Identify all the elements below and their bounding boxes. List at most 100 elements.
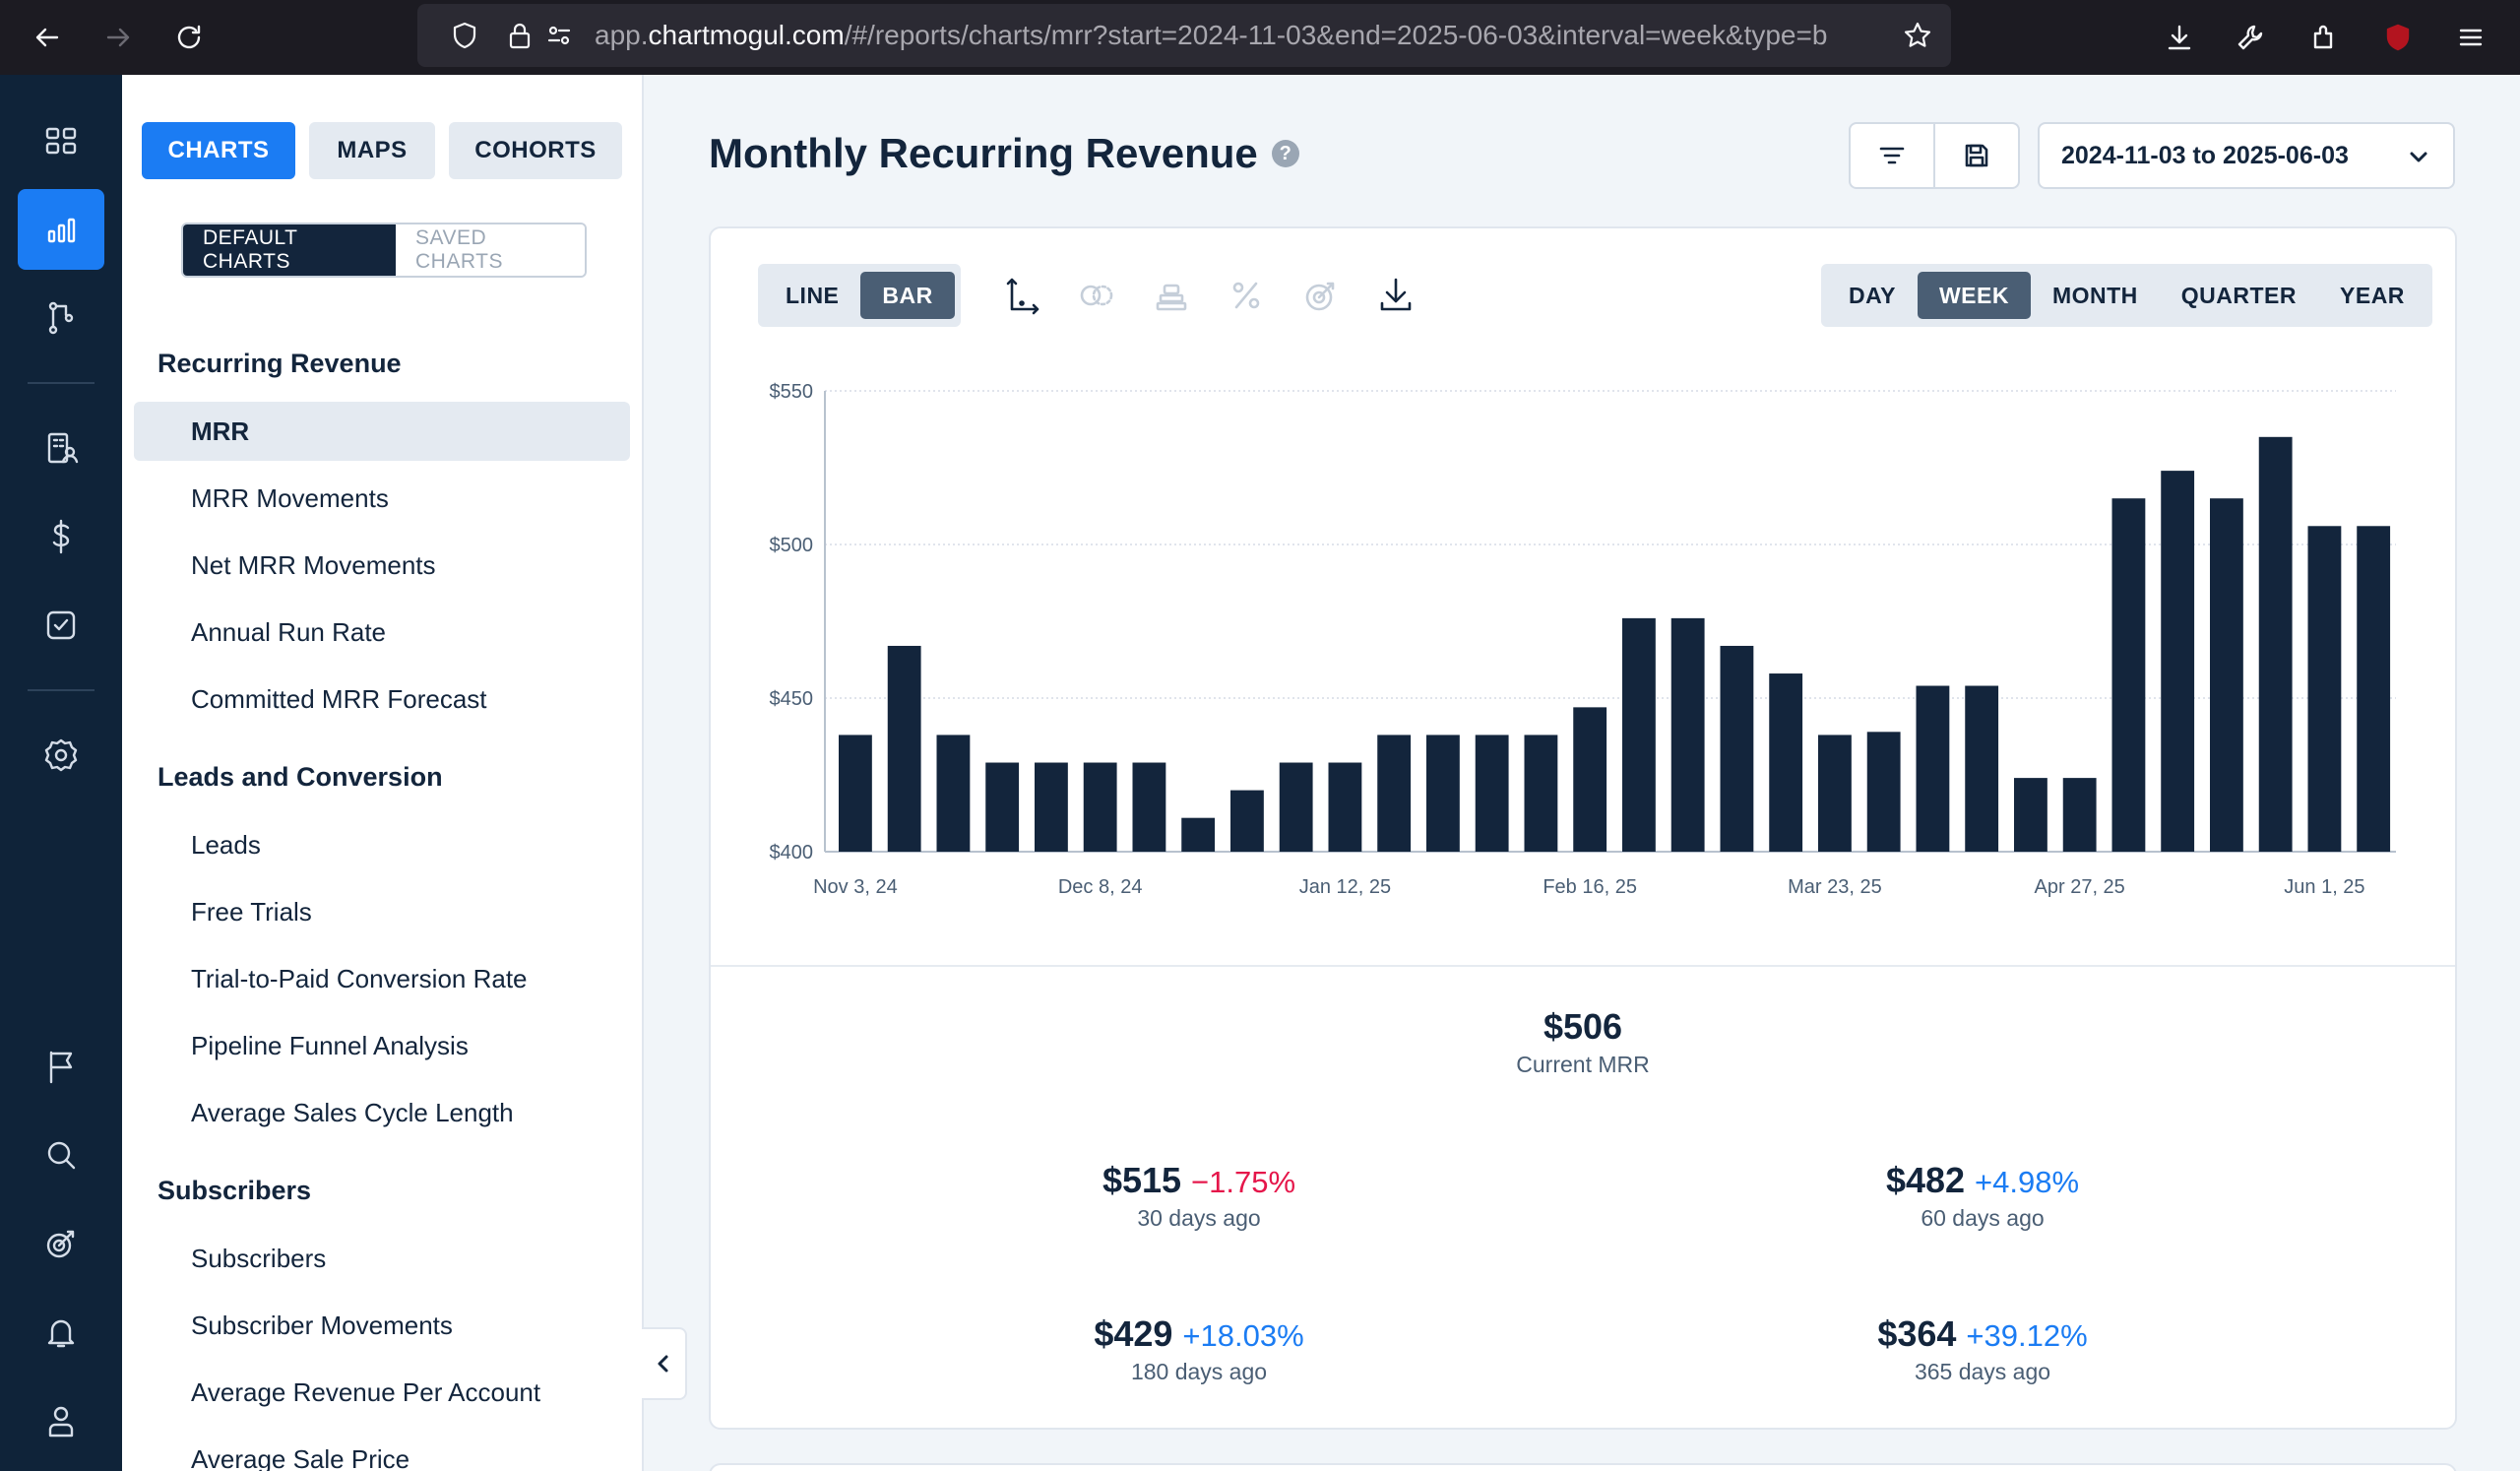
interval-quarter[interactable]: QUARTER [2180, 282, 2298, 308]
tab-cohorts[interactable]: COHORTS [449, 122, 622, 179]
saved-charts-button[interactable]: SAVED CHARTS [396, 224, 585, 276]
compare-stat: $515 −1.75% 30 days ago [1002, 1160, 1396, 1232]
bar [1279, 762, 1313, 852]
chart-type-switch: LINE BAR [758, 264, 961, 327]
bookmark-star-icon[interactable] [1902, 20, 1933, 51]
menu-icon[interactable] [2451, 18, 2490, 57]
nav-item-avg-sales-cycle[interactable]: Average Sales Cycle Length [191, 1097, 514, 1127]
shield-icon[interactable] [449, 20, 480, 51]
y-tick-label: $500 [770, 535, 814, 556]
bar [1132, 762, 1166, 852]
interval-year[interactable]: YEAR [2340, 282, 2405, 308]
help-icon[interactable]: ? [1271, 140, 1299, 167]
compare-change: +4.98% [1975, 1165, 2080, 1199]
compare-change: +18.03% [1182, 1318, 1304, 1353]
compare-stat: $364 +39.12% 365 days ago [1786, 1313, 2179, 1385]
url-path: /#/reports/charts/mrr?start=2024-11-03&e… [844, 20, 1828, 50]
chart-list-toggle: DEFAULT CHARTS SAVED CHARTS [181, 223, 587, 278]
url-bar[interactable]: app.chartmogul.com/#/reports/charts/mrr?… [417, 4, 1951, 67]
customers-icon[interactable] [18, 408, 104, 488]
ublock-icon[interactable] [2378, 18, 2418, 57]
nav-item-trial-to-paid[interactable]: Trial-to-Paid Conversion Rate [191, 963, 528, 993]
save-icon [1965, 144, 1988, 167]
dashboard-icon[interactable] [18, 100, 104, 181]
bar-type-button[interactable]: BAR [860, 272, 955, 319]
reload-icon[interactable] [169, 18, 209, 57]
permissions-icon[interactable] [543, 20, 575, 51]
goal-target-icon[interactable] [1295, 270, 1347, 321]
nav-item-annual-run-rate[interactable]: Annual Run Rate [191, 616, 387, 647]
nav-item-free-trials[interactable]: Free Trials [191, 896, 312, 927]
tab-maps[interactable]: MAPS [309, 122, 435, 179]
bar [1328, 762, 1362, 852]
default-charts-button[interactable]: DEFAULT CHARTS [183, 224, 396, 276]
bar [1720, 645, 1754, 852]
save-chart-button[interactable] [1933, 124, 2018, 187]
nav-item-mrr[interactable]: MRR [134, 402, 630, 461]
downloads-icon[interactable] [2160, 18, 2199, 57]
bar [1377, 735, 1412, 852]
interval-day[interactable]: DAY [1849, 282, 1896, 308]
account-icon[interactable] [18, 1380, 104, 1461]
nav-item-subscribers[interactable]: Subscribers [191, 1243, 327, 1273]
nav-item-committed-mrr-forecast[interactable]: Committed MRR Forecast [191, 683, 487, 714]
nav-group-title: Leads and Conversion [158, 762, 443, 792]
bar [2062, 778, 2097, 852]
dollar-icon[interactable] [18, 496, 104, 577]
axis-options-icon[interactable] [996, 270, 1047, 321]
app-rail [0, 75, 122, 1471]
flag-icon[interactable] [18, 1026, 104, 1107]
url-host: chartmogul.com [648, 20, 845, 50]
x-tick-label: Feb 16, 25 [1543, 876, 1637, 898]
bar [2307, 526, 2342, 852]
nav-item-mrr-movements[interactable]: MRR Movements [191, 482, 389, 513]
bar [1965, 685, 1999, 852]
wrench-icon[interactable] [2231, 18, 2270, 57]
bar [1083, 762, 1117, 852]
back-icon[interactable] [28, 18, 67, 57]
filter-button[interactable] [1851, 124, 1933, 187]
lock-icon[interactable] [504, 20, 536, 51]
download-icon[interactable] [1370, 270, 1421, 321]
filter-icon [1879, 147, 1905, 164]
nav-group-title: Recurring Revenue [158, 349, 402, 378]
nav-item-arpa[interactable]: Average Revenue Per Account [191, 1376, 541, 1407]
forward-icon[interactable] [98, 18, 138, 57]
compare-segments-icon[interactable] [1071, 270, 1122, 321]
interval-week[interactable]: WEEK [1917, 272, 2031, 319]
search-icon[interactable] [18, 1115, 104, 1195]
bar [2111, 498, 2146, 852]
extensions-icon[interactable] [2303, 18, 2343, 57]
pipeline-icon[interactable] [18, 278, 104, 358]
nav-item-net-mrr-movements[interactable]: Net MRR Movements [191, 549, 436, 580]
tasks-icon[interactable] [18, 585, 104, 666]
stack-icon[interactable] [1146, 270, 1197, 321]
compare-label: 30 days ago [1137, 1205, 1261, 1231]
line-type-button[interactable]: LINE [786, 282, 840, 308]
chart-card: LINE BAR DAY WEEK MONTH QUARTER YEAR $40… [709, 226, 2457, 1430]
current-mrr-label: Current MRR [1516, 1052, 1650, 1077]
rail-divider [28, 382, 94, 384]
notifications-bell-icon[interactable] [18, 1292, 104, 1373]
nav-item-leads[interactable]: Leads [191, 829, 261, 860]
compare-stat: $429 +18.03% 180 days ago [1002, 1313, 1396, 1385]
chart-actions [1849, 122, 2020, 189]
goals-icon[interactable] [18, 1203, 104, 1284]
next-card-edge [709, 1463, 2457, 1471]
bar [839, 735, 872, 852]
date-range-picker[interactable]: 2024-11-03 to 2025-06-03 [2038, 122, 2455, 189]
nav-item-avg-sale-price[interactable]: Average Sale Price [191, 1443, 410, 1471]
reports-chart-icon[interactable] [18, 189, 104, 270]
interval-month[interactable]: MONTH [2051, 282, 2138, 308]
tab-charts[interactable]: CHARTS [142, 122, 295, 179]
percent-icon[interactable] [1221, 270, 1272, 321]
nav-item-subscriber-movements[interactable]: Subscriber Movements [191, 1310, 453, 1340]
bar [2258, 436, 2293, 852]
bar [985, 762, 1020, 852]
nav-item-pipeline-funnel[interactable]: Pipeline Funnel Analysis [191, 1030, 469, 1060]
chevron-left-icon [658, 1355, 668, 1373]
compare-label: 60 days ago [1921, 1205, 2045, 1231]
settings-gear-icon[interactable] [18, 715, 104, 796]
collapse-panel-button[interactable] [642, 1327, 687, 1400]
bar [2357, 526, 2391, 852]
